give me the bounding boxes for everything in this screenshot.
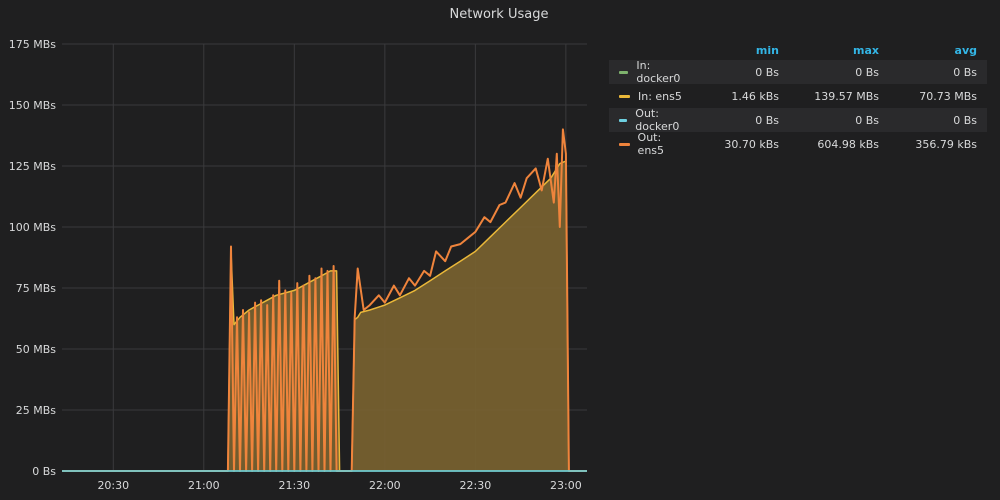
legend-row-out-ens5[interactable]: Out: ens5 30.70 kBs 604.98 kBs 356.79 kB… xyxy=(609,131,987,157)
series-layer xyxy=(62,128,587,472)
series-color-swatch[interactable] xyxy=(619,70,629,74)
legend-max-value: 604.98 kBs xyxy=(817,137,879,151)
legend-min-value: 1.46 kBs xyxy=(731,89,779,103)
legend-max-value: 0 Bs xyxy=(855,113,879,127)
y-tick-label: 75 MBs xyxy=(16,282,57,295)
legend-row-in-ens5[interactable]: In: ens5 1.46 kBs 139.57 MBs 70.73 MBs xyxy=(609,84,987,108)
y-tick-label: 125 MBs xyxy=(9,160,57,173)
y-tick-label: 50 MBs xyxy=(16,343,57,356)
legend-avg-value: 0 Bs xyxy=(953,65,977,79)
x-tick-label: 22:30 xyxy=(460,479,492,492)
x-tick-label: 22:00 xyxy=(369,479,401,492)
legend-min-value: 0 Bs xyxy=(755,113,779,127)
legend-avg-value: 70.73 MBs xyxy=(919,89,977,103)
legend-header-min[interactable]: min xyxy=(755,43,779,57)
y-tick-label: 25 MBs xyxy=(16,404,57,417)
x-tick-label: 21:00 xyxy=(188,479,220,492)
legend-series-name[interactable]: Out: docker0 xyxy=(635,107,680,133)
legend-series-name[interactable]: In: ens5 xyxy=(638,89,682,103)
legend-series-name[interactable]: Out: ens5 xyxy=(637,131,665,157)
y-tick-label: 100 MBs xyxy=(9,221,57,234)
x-tick-label: 20:30 xyxy=(97,479,129,492)
legend-series-name[interactable]: In: docker0 xyxy=(636,59,681,85)
legend-header: min max avg xyxy=(609,40,987,60)
legend-avg-value: 356.79 kBs xyxy=(915,137,977,151)
x-tick-label: 21:30 xyxy=(278,479,310,492)
series-area-in-ens5 xyxy=(62,161,587,471)
legend-row-out-docker0[interactable]: Out: docker0 0 Bs 0 Bs 0 Bs xyxy=(609,107,987,133)
y-tick-label: 0 Bs xyxy=(32,465,56,478)
y-tick-label: 150 MBs xyxy=(9,99,57,112)
legend-header-avg[interactable]: avg xyxy=(954,43,977,57)
axis-labels: 0 Bs 25 MBs 50 MBs 75 MBs 100 MBs 125 MBs 150 … xyxy=(9,38,582,492)
legend-avg-value: 0 Bs xyxy=(953,113,977,127)
legend-header-max[interactable]: max xyxy=(853,43,879,57)
panel-title: Network Usage xyxy=(449,7,549,22)
legend-max-value: 139.57 MBs xyxy=(814,89,879,103)
legend-min-value: 30.70 kBs xyxy=(724,137,779,151)
series-color-swatch[interactable] xyxy=(619,118,628,122)
x-tick-label: 23:00 xyxy=(550,479,582,492)
y-tick-label: 175 MBs xyxy=(9,38,57,51)
series-color-swatch[interactable] xyxy=(619,94,630,98)
legend-table: min max avg In: docker0 0 Bs 0 Bs 0 Bs I… xyxy=(609,40,987,157)
series-color-swatch[interactable] xyxy=(619,142,630,146)
legend-max-value: 0 Bs xyxy=(855,65,879,79)
legend-min-value: 0 Bs xyxy=(755,65,779,79)
legend-row-in-docker0[interactable]: In: docker0 0 Bs 0 Bs 0 Bs xyxy=(609,59,987,85)
